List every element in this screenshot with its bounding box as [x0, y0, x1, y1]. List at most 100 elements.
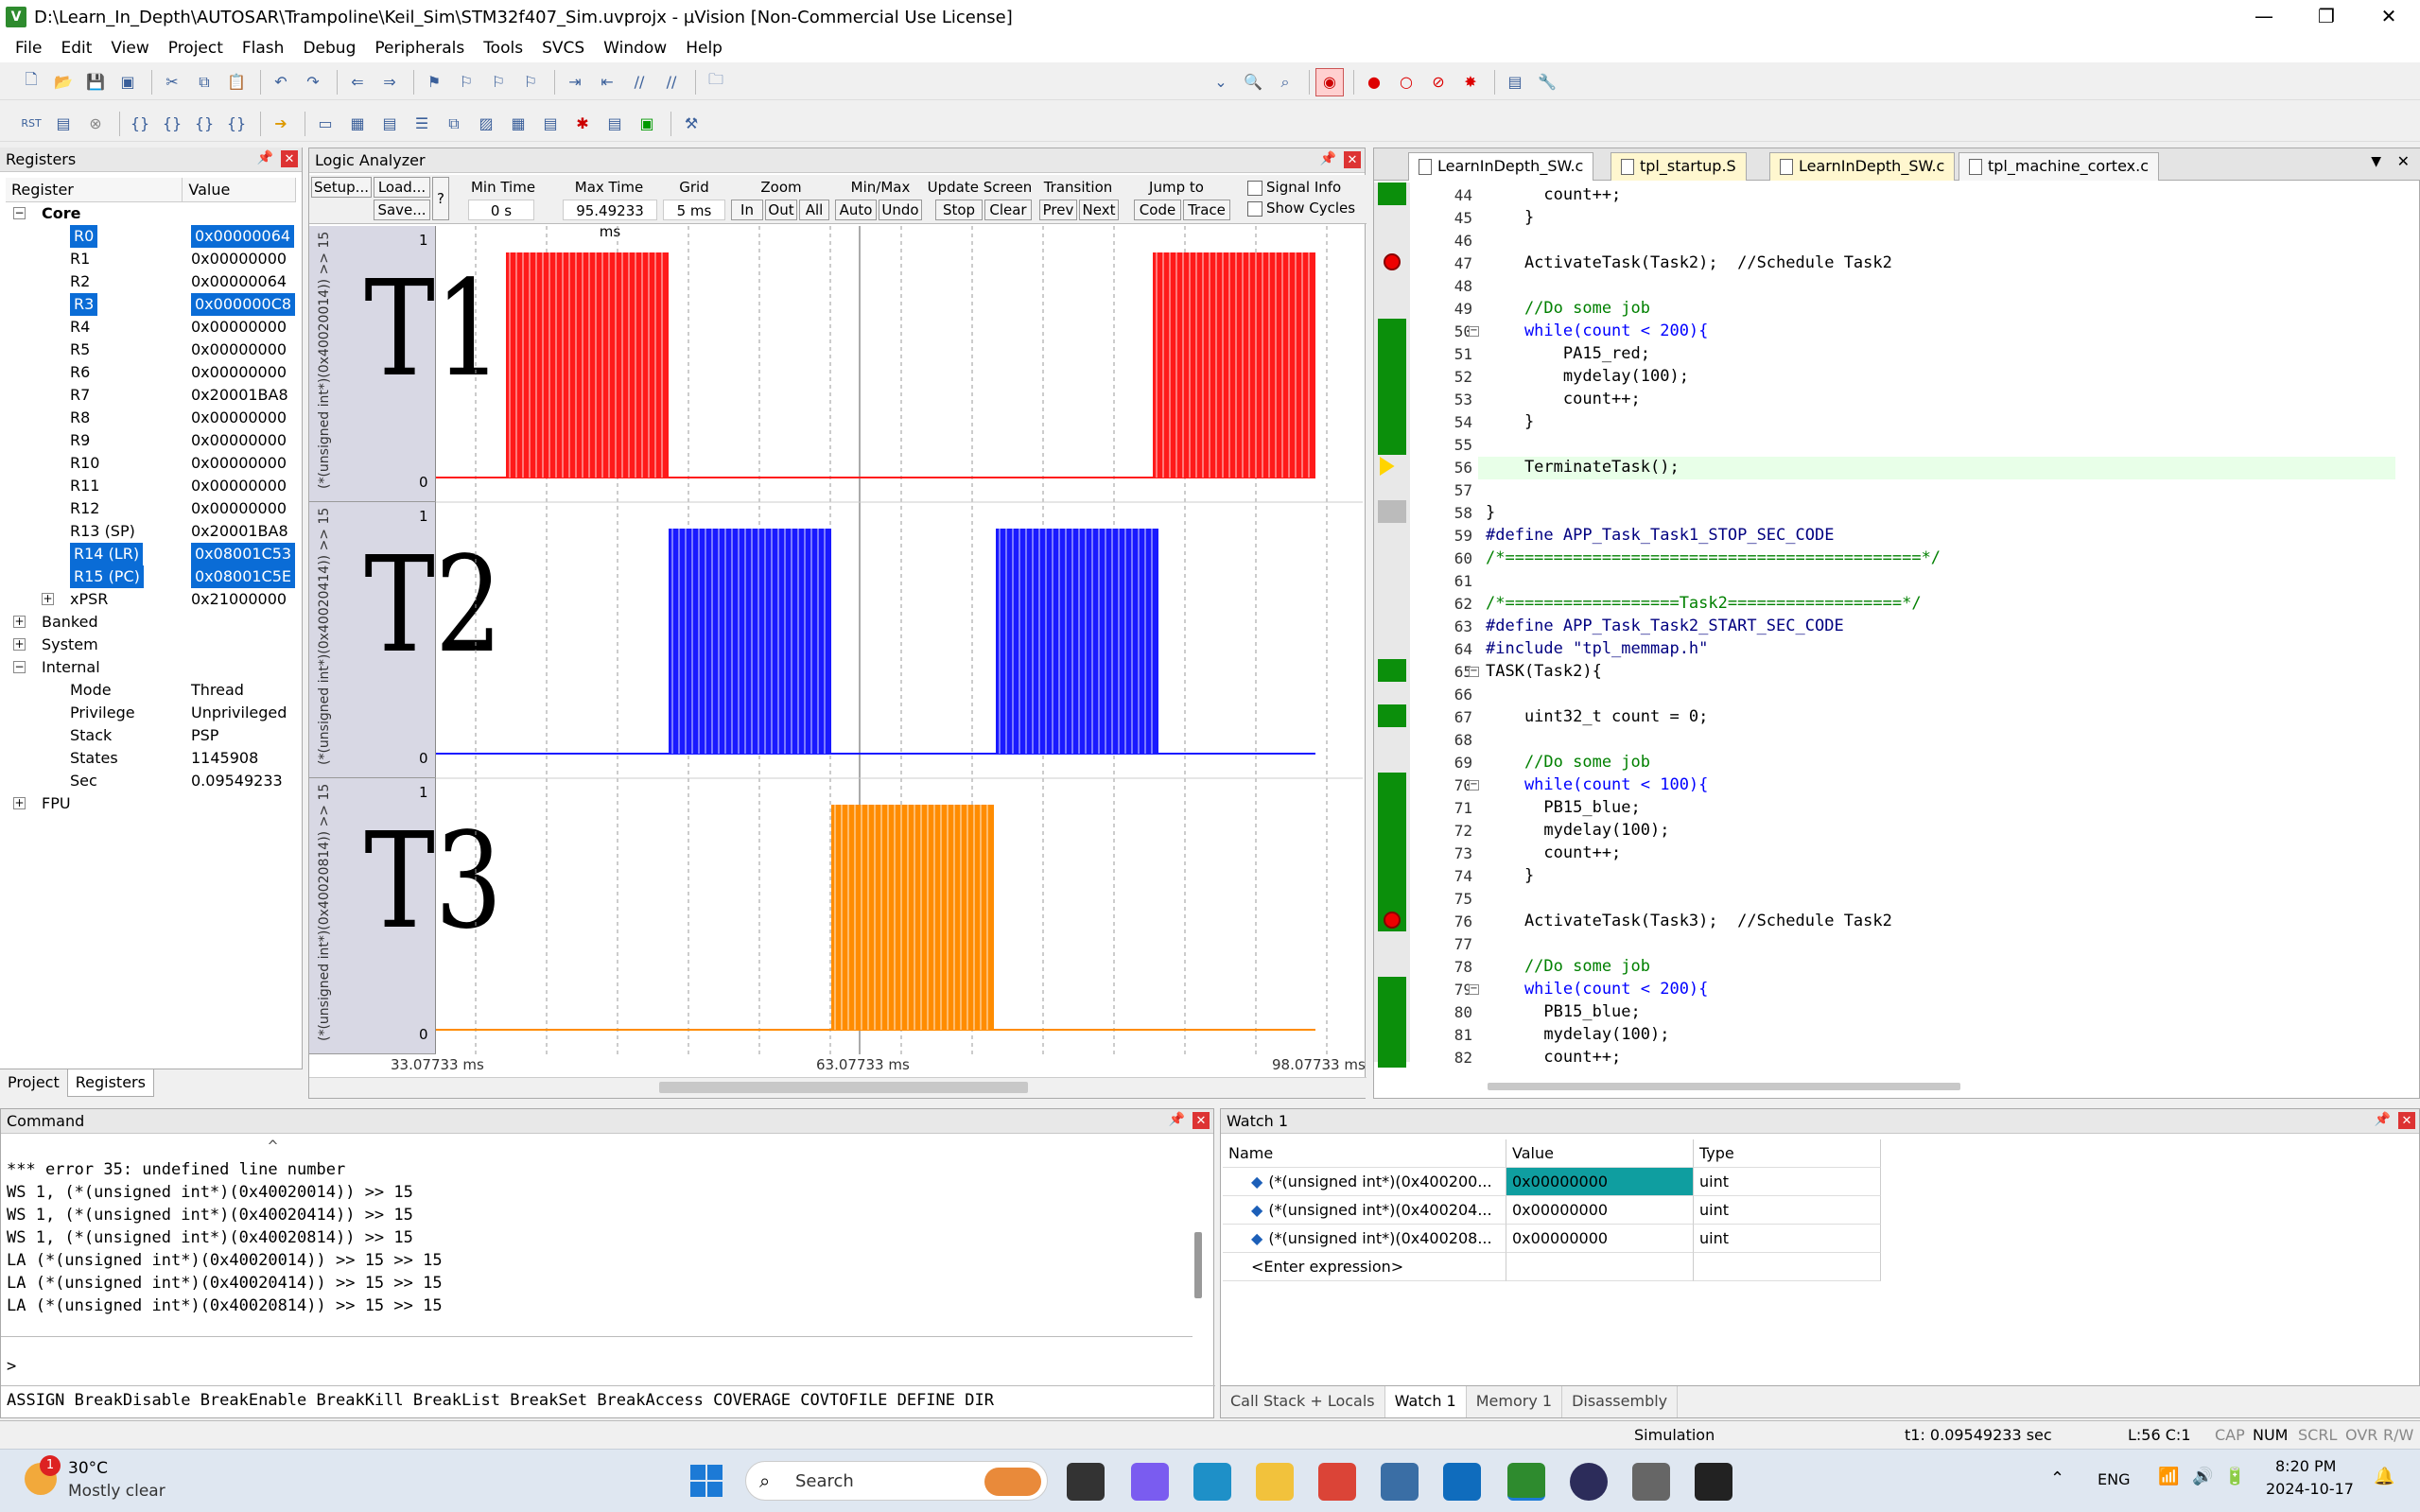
watch-name-header[interactable]: Name [1223, 1139, 1506, 1168]
clock-time[interactable]: 8:20 PM [2275, 1457, 2337, 1475]
find-in-files-icon[interactable]: 🗀 [707, 70, 723, 88]
paste-icon[interactable]: 📋 [227, 73, 246, 91]
nav-back-icon[interactable]: ⇐ [351, 73, 364, 91]
menu-svcs[interactable]: SVCS [542, 39, 585, 58]
menu-edit[interactable]: Edit [61, 39, 93, 58]
code-line[interactable]: while(count < 200){ [1486, 980, 1709, 999]
code-line[interactable]: //Do some job [1486, 753, 1650, 772]
disassembly-window-icon[interactable]: ▦ [350, 114, 365, 132]
register-value[interactable]: 0x08001C53 [191, 543, 296, 565]
internal-row[interactable]: States 1145908 [6, 747, 297, 770]
register-value[interactable]: 0x00000000 [191, 408, 287, 426]
save-icon[interactable]: 💾 [86, 73, 105, 91]
register-value[interactable]: 0x00000000 [191, 318, 287, 336]
uvision-taskbar-icon[interactable] [1507, 1463, 1545, 1501]
command-input[interactable] [20, 1357, 1202, 1380]
code-line[interactable]: /*======================================… [1486, 548, 1941, 567]
register-row[interactable]: R15 (PC) 0x08001C5E [6, 565, 297, 588]
register-value[interactable]: 0x08001C5E [191, 565, 296, 588]
memory-window-icon[interactable]: ▦ [511, 114, 526, 132]
waveform-plot[interactable] [436, 226, 1363, 1054]
window-layout-icon[interactable]: ▤ [1507, 73, 1523, 91]
register-column-header[interactable]: Register [6, 178, 183, 201]
watch-row-name[interactable]: ◆ (*(unsigned int*)(0x400204... [1223, 1196, 1506, 1225]
close-icon[interactable]: ✕ [2396, 152, 2410, 170]
close-icon[interactable]: ✕ [1193, 1112, 1210, 1129]
menu-project[interactable]: Project [167, 39, 223, 58]
register-row[interactable]: R1 0x00000000 [6, 248, 297, 270]
pin-icon[interactable]: 📌 [256, 150, 273, 165]
value-column-header[interactable]: Value [183, 178, 296, 201]
expand-group-icon[interactable]: + [13, 637, 26, 651]
register-group[interactable]: + System [6, 634, 297, 656]
start-icon[interactable] [690, 1465, 724, 1499]
open-file-icon[interactable]: 📂 [54, 73, 73, 91]
breakpoint-icon[interactable] [1384, 912, 1401, 929]
save-all-icon[interactable]: ▣ [120, 73, 135, 91]
new-file-icon[interactable]: 🗋 [25, 70, 38, 88]
expand-group-icon[interactable]: − [13, 660, 26, 673]
code-line[interactable]: #include "tpl_memmap.h" [1486, 639, 1709, 658]
undo-button[interactable]: Undo [879, 200, 922, 220]
menu-tools[interactable]: Tools [483, 39, 524, 58]
indent-icon[interactable]: ⇥ [568, 73, 582, 91]
breakpoint-icon[interactable] [1384, 253, 1401, 270]
menu-help[interactable]: Help [686, 39, 723, 58]
register-row[interactable]: R10 0x00000000 [6, 452, 297, 475]
show-cycles-checkbox[interactable] [1247, 201, 1262, 217]
undo-icon[interactable]: ↶ [274, 73, 287, 91]
tab-disassembly[interactable]: Disassembly [1562, 1386, 1679, 1417]
internal-row[interactable]: Mode Thread [6, 679, 297, 702]
copy-icon[interactable]: ⧉ [199, 72, 210, 91]
task-view-icon[interactable] [1067, 1463, 1105, 1501]
reset-icon[interactable]: RST [21, 117, 42, 130]
register-value[interactable]: 0x20001BA8 [191, 522, 288, 540]
register-value[interactable]: 0x21000000 [191, 590, 287, 608]
terminal-icon[interactable] [1695, 1463, 1732, 1501]
close-icon[interactable]: ✕ [1344, 151, 1361, 168]
chrome-icon[interactable] [1318, 1463, 1356, 1501]
code-line[interactable]: mydelay(100); [1486, 367, 1689, 386]
code-line[interactable]: count++; [1486, 843, 1622, 862]
taskbar-search[interactable]: ⌕ Search [745, 1461, 1048, 1501]
menu-window[interactable]: Window [603, 39, 668, 58]
tab-memory-1[interactable]: Memory 1 [1467, 1386, 1563, 1417]
code-line[interactable]: PA15_red; [1486, 344, 1650, 363]
tab-registers[interactable]: Registers [66, 1069, 154, 1097]
bookmark-icon[interactable]: ⚑ [427, 73, 442, 91]
redo-icon[interactable]: ↷ [306, 73, 320, 91]
clear-button[interactable]: Clear [984, 200, 1032, 220]
scrollbar-thumb[interactable] [659, 1082, 1028, 1093]
zoom-in-button[interactable]: In [731, 200, 763, 220]
watch-value-header[interactable]: Value [1506, 1139, 1694, 1168]
close-icon[interactable]: ✕ [2398, 1112, 2415, 1129]
editor-tab[interactable]: LearnInDepth_SW.c [1408, 152, 1594, 181]
register-row[interactable]: + xPSR 0x21000000 [6, 588, 297, 611]
code-line[interactable]: /*==================Task2===============… [1486, 594, 1922, 613]
tab-project[interactable]: Project [8, 1073, 60, 1091]
editor-tab[interactable]: LearnInDepth_SW.c [1769, 152, 1956, 181]
help-button[interactable]: ? [432, 177, 449, 220]
code-line[interactable]: PB15_blue; [1486, 798, 1641, 817]
code-line[interactable]: while(count < 200){ [1486, 322, 1709, 340]
next-button[interactable]: Next [1079, 200, 1119, 220]
find-dropdown-icon[interactable]: ⌄ [1214, 73, 1227, 91]
signal-row[interactable] [309, 778, 436, 1054]
wifi-icon[interactable]: 📶 [2158, 1467, 2180, 1486]
nav-forward-icon[interactable]: ⇒ [383, 73, 396, 91]
edge-icon[interactable] [1193, 1463, 1231, 1501]
code-line[interactable]: PB15_blue; [1486, 1002, 1641, 1021]
code-line[interactable]: mydelay(100); [1486, 1025, 1670, 1044]
register-value[interactable]: 0x20001BA8 [191, 386, 288, 404]
battery-icon[interactable]: 🔋 [2224, 1467, 2246, 1486]
register-group[interactable]: + Banked [6, 611, 297, 634]
watch-window-icon[interactable]: ▨ [479, 114, 494, 132]
register-row[interactable]: R13 (SP) 0x20001BA8 [6, 520, 297, 543]
menu-file[interactable]: File [15, 39, 43, 58]
step-over-icon[interactable]: {} [162, 114, 183, 132]
maximize-button[interactable]: ❐ [2318, 5, 2335, 27]
incremental-find-icon[interactable]: ⌕ [1280, 72, 1290, 91]
pin-icon[interactable]: 📌 [1168, 1112, 1185, 1127]
register-value[interactable]: 0x00000000 [191, 340, 287, 358]
notifications-icon[interactable]: 🔔 [2374, 1467, 2395, 1486]
